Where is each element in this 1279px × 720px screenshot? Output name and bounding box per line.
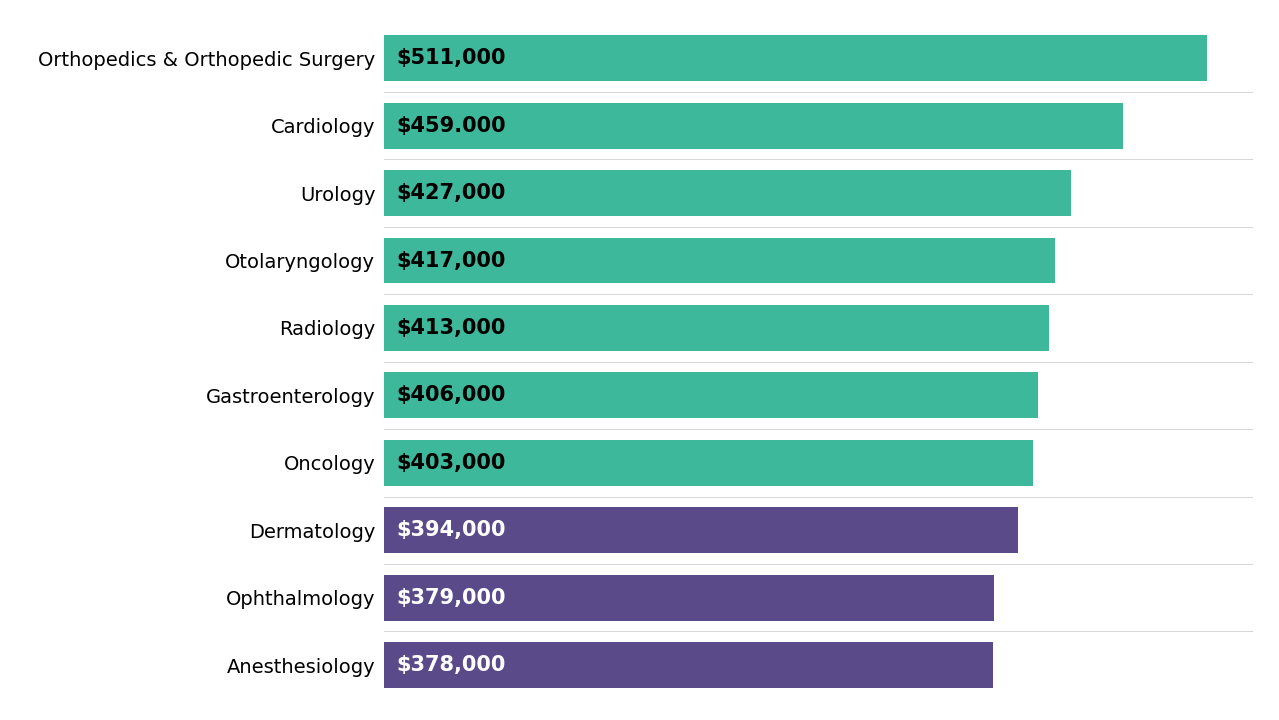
Text: $394,000: $394,000 (396, 521, 506, 540)
Text: $427,000: $427,000 (396, 183, 506, 203)
Bar (384, 35, 1206, 81)
Text: $417,000: $417,000 (396, 251, 506, 271)
Text: $413,000: $413,000 (396, 318, 506, 338)
Text: $379,000: $379,000 (396, 588, 506, 608)
Bar (384, 642, 993, 688)
Bar (384, 305, 1049, 351)
Bar (384, 103, 1123, 148)
Bar (384, 238, 1055, 284)
Bar (384, 372, 1037, 418)
Text: $378,000: $378,000 (396, 655, 506, 675)
Bar (384, 575, 994, 621)
Text: $403,000: $403,000 (396, 453, 506, 473)
Bar (384, 170, 1072, 216)
Text: $459.000: $459.000 (396, 116, 506, 135)
Text: $406,000: $406,000 (396, 385, 506, 405)
Bar (384, 508, 1018, 553)
Bar (384, 440, 1032, 486)
Text: $511,000: $511,000 (396, 48, 506, 68)
